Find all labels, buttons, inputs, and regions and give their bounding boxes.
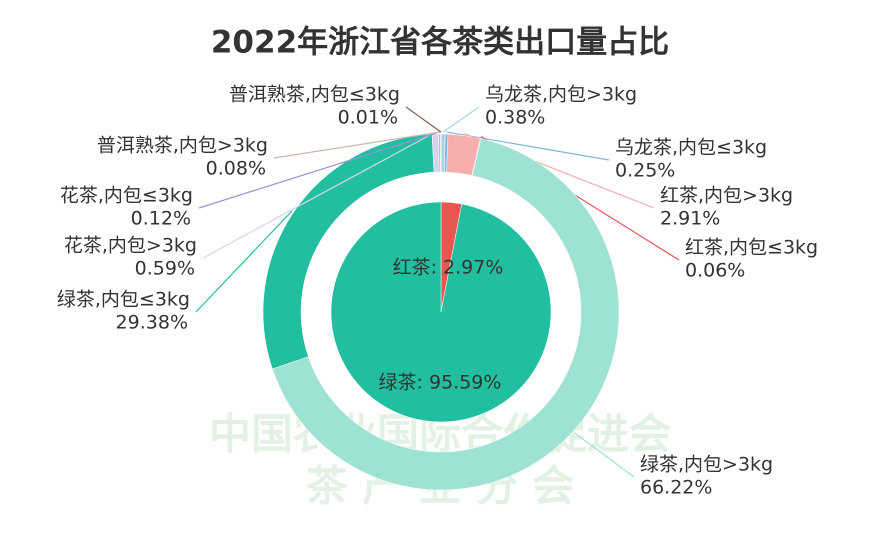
segment-value-label: 0.25% bbox=[615, 160, 675, 182]
segment-label: 红茶,内包>3kg bbox=[660, 185, 793, 207]
segment-value-label: 0.38% bbox=[485, 107, 545, 129]
segment-value-label: 2.91% bbox=[660, 208, 720, 230]
segment-label: 红茶,内包≤3kg bbox=[685, 237, 818, 259]
segment-label: 普洱熟茶,内包>3kg bbox=[97, 135, 268, 157]
segment-label: 乌龙茶,内包≤3kg bbox=[615, 137, 767, 159]
segment-label: 乌龙茶,内包>3kg bbox=[485, 84, 637, 106]
segment-value-label: 0.12% bbox=[131, 208, 191, 230]
segment-value-label: 0.01% bbox=[338, 107, 398, 129]
leader-line bbox=[195, 210, 293, 313]
segment-value-label: 66.22% bbox=[640, 477, 712, 499]
outer-segment bbox=[272, 138, 620, 491]
inner-label: 绿茶: 95.59% bbox=[379, 372, 502, 394]
inner-label: 红茶: 2.97% bbox=[393, 257, 504, 279]
leader-line bbox=[574, 432, 635, 478]
segment-label: 花茶,内包≤3kg bbox=[60, 185, 193, 207]
segment-label: 绿茶,内包≤3kg bbox=[57, 289, 190, 311]
segment-label: 花茶,内包>3kg bbox=[64, 235, 197, 257]
segment-value-label: 29.38% bbox=[116, 312, 188, 334]
segment-value-label: 0.59% bbox=[135, 258, 195, 280]
segment-label: 绿茶,内包>3kg bbox=[640, 454, 773, 476]
leader-line bbox=[273, 131, 441, 159]
inner-segment bbox=[330, 201, 552, 423]
segment-label: 普洱熟茶,内包≤3kg bbox=[229, 84, 400, 106]
leader-line bbox=[405, 106, 442, 133]
leader-line bbox=[198, 131, 440, 209]
leader-line bbox=[442, 106, 480, 133]
leader-line bbox=[202, 131, 436, 259]
segment-value-label: 0.08% bbox=[206, 158, 266, 180]
chart-title: 2022年浙江省各茶类出口量占比 bbox=[211, 25, 669, 61]
segment-value-label: 0.06% bbox=[685, 260, 745, 282]
